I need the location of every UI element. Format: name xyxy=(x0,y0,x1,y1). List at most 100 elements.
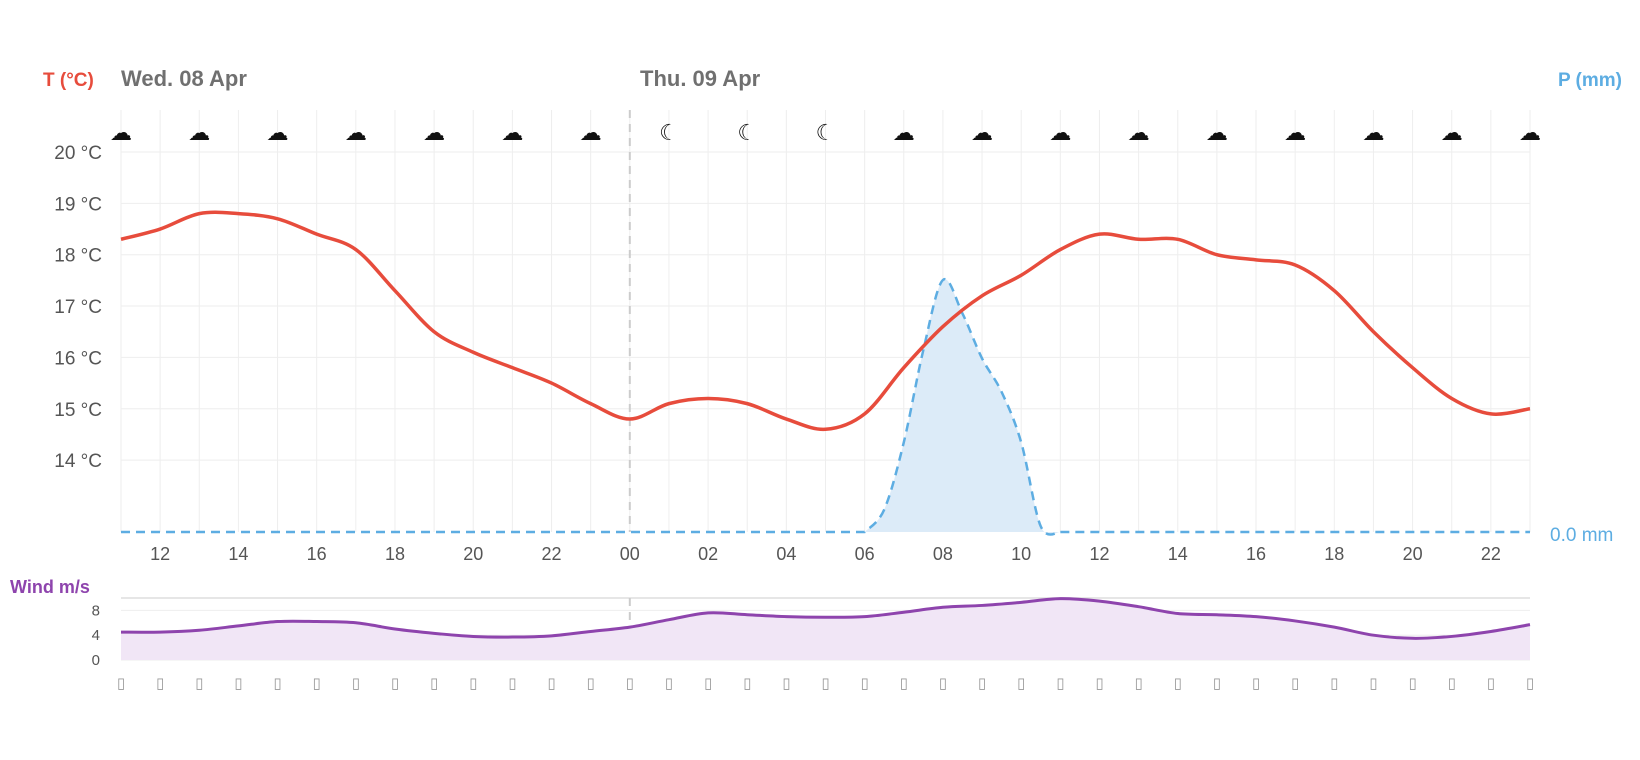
cloud-icon: ☁ xyxy=(1049,121,1071,146)
grid xyxy=(120,110,1531,532)
arrow-icon: ▯ xyxy=(430,674,438,692)
arrow-icon: ▯ xyxy=(234,674,242,692)
x-tick-label: 16 xyxy=(1246,544,1266,564)
arrow-icon: ▯ xyxy=(1291,674,1299,692)
arrow-icon: ▯ xyxy=(391,674,399,692)
arrow-icon: ▯ xyxy=(1056,674,1064,692)
cloud-icon: ☁ xyxy=(1362,121,1384,146)
x-tick-label: 00 xyxy=(620,544,640,564)
arrow-icon: ▯ xyxy=(665,674,673,692)
arrow-icon: ▯ xyxy=(195,674,203,692)
x-tick-label: 12 xyxy=(150,544,170,564)
arrow-icon: ▯ xyxy=(1487,674,1495,692)
arrow-icon: ▯ xyxy=(900,674,908,692)
x-tick-label: 04 xyxy=(776,544,796,564)
arrow-icon: ▯ xyxy=(469,674,477,692)
wind-y-tick-label: 8 xyxy=(92,602,100,619)
arrow-icon: ▯ xyxy=(704,674,712,692)
arrow-icon: ▯ xyxy=(547,674,555,692)
time-x-axis: 12 14 16 18 20 22 00 02 04 06 08 10 12 14 16 18 20 22 xyxy=(150,544,1501,564)
cloud-icon: ☁ xyxy=(188,121,210,146)
arrow-icon: ▯ xyxy=(1369,674,1377,692)
arrow-icon: ▯ xyxy=(156,674,164,692)
y-tick-label: 18 °C xyxy=(54,246,102,267)
y-tick-label: 16 °C xyxy=(54,348,102,369)
arrow-icon: ▯ xyxy=(1408,674,1416,692)
wind-area xyxy=(121,598,1530,660)
x-tick-label: 20 xyxy=(463,544,483,564)
y-tick-label: 17 °C xyxy=(54,297,102,318)
cloud-icon: ☁ xyxy=(971,121,993,146)
precipitation-line xyxy=(121,277,1530,536)
arrow-icon: ▯ xyxy=(273,674,281,692)
arrow-icon: ▯ xyxy=(978,674,986,692)
cloud-icon: ☁ xyxy=(1519,121,1541,146)
y-tick-label: 20 °C xyxy=(54,143,102,164)
arrow-icon: ▯ xyxy=(508,674,516,692)
temperature-y-axis: 14 °C 15 °C 16 °C 17 °C 18 °C 19 °C 20 °C xyxy=(54,143,102,472)
cloud-icon: ☁ xyxy=(1284,121,1306,146)
moon-icon: ☾ xyxy=(737,121,757,146)
wind-axis-title: Wind m/s xyxy=(10,577,90,597)
arrow-icon: ▯ xyxy=(1526,674,1534,692)
cloud-icon: ☁ xyxy=(580,121,602,146)
arrow-icon: ▯ xyxy=(117,674,125,692)
arrow-icon: ▯ xyxy=(352,674,360,692)
x-tick-label: 14 xyxy=(1168,544,1188,564)
wind-y-tick-label: 0 xyxy=(92,652,100,669)
temperature-series xyxy=(120,210,1531,432)
arrow-icon: ▯ xyxy=(1174,674,1182,692)
arrow-icon: ▯ xyxy=(1252,674,1260,692)
cloud-icon: ☁ xyxy=(1128,121,1150,146)
x-tick-label: 20 xyxy=(1403,544,1423,564)
temperature-line xyxy=(120,210,1531,432)
precipitation-axis-title: P (mm) xyxy=(1558,70,1622,91)
x-tick-label: 02 xyxy=(698,544,718,564)
wind-chart: 0 4 8 xyxy=(92,597,1531,669)
day-label-wed: Wed. 08 Apr xyxy=(121,66,247,91)
x-tick-label: 10 xyxy=(1011,544,1031,564)
cloud-icon: ☁ xyxy=(1441,121,1463,146)
weather-icon-row: ☁ ☁ ☁ ☁ ☁ ☁ ☁ ☾ ☾ ☾ ☁ ☁ ☁ ☁ ☁ ☁ ☁ ☁ ☁ xyxy=(110,121,1541,146)
arrow-icon: ▯ xyxy=(1017,674,1025,692)
arrow-icon: ▯ xyxy=(1134,674,1142,692)
x-tick-label: 12 xyxy=(1089,544,1109,564)
wind-direction-row: ▯ ▯ ▯ ▯ ▯ ▯ ▯ ▯ ▯ ▯ ▯ ▯ ▯ ▯ ▯ ▯ ▯ ▯ ▯ ▯ ▯ ▯ ▯ ▯ ▯ ▯ ▯ ▯ ▯ ▯ ▯ ▯ ▯ ▯ ▯ ▯ ▯ xyxy=(117,674,1534,692)
y-tick-label: 19 °C xyxy=(54,194,102,215)
precipitation-area xyxy=(864,279,1061,535)
arrow-icon: ▯ xyxy=(743,674,751,692)
cloud-icon: ☁ xyxy=(110,121,132,146)
x-tick-label: 18 xyxy=(1324,544,1344,564)
arrow-icon: ▯ xyxy=(626,674,634,692)
x-tick-label: 08 xyxy=(933,544,953,564)
arrow-icon: ▯ xyxy=(1448,674,1456,692)
x-tick-label: 22 xyxy=(542,544,562,564)
x-tick-label: 22 xyxy=(1481,544,1501,564)
cloud-icon: ☁ xyxy=(893,121,915,146)
cloud-icon: ☁ xyxy=(345,121,367,146)
y-tick-label: 14 °C xyxy=(54,451,102,472)
moon-icon: ☾ xyxy=(816,121,836,146)
arrow-icon: ▯ xyxy=(313,674,321,692)
cloud-icon: ☁ xyxy=(423,121,445,146)
wind-y-tick-label: 4 xyxy=(92,627,100,644)
arrow-icon: ▯ xyxy=(1330,674,1338,692)
cloud-icon: ☁ xyxy=(267,121,289,146)
moon-icon: ☾ xyxy=(659,121,679,146)
temperature-axis-title: T (°C) xyxy=(43,70,94,91)
arrow-icon: ▯ xyxy=(821,674,829,692)
x-tick-label: 06 xyxy=(855,544,875,564)
arrow-icon: ▯ xyxy=(1213,674,1221,692)
arrow-icon: ▯ xyxy=(587,674,595,692)
precipitation-series xyxy=(121,277,1530,536)
x-tick-label: 16 xyxy=(307,544,327,564)
arrow-icon: ▯ xyxy=(1095,674,1103,692)
wind-line xyxy=(120,597,1531,640)
y-tick-label: 15 °C xyxy=(54,400,102,421)
arrow-icon: ▯ xyxy=(782,674,790,692)
day-label-thu: Thu. 09 Apr xyxy=(640,66,761,91)
arrow-icon: ▯ xyxy=(939,674,947,692)
x-tick-label: 14 xyxy=(228,544,248,564)
precipitation-value-label: 0.0 mm xyxy=(1550,525,1613,546)
